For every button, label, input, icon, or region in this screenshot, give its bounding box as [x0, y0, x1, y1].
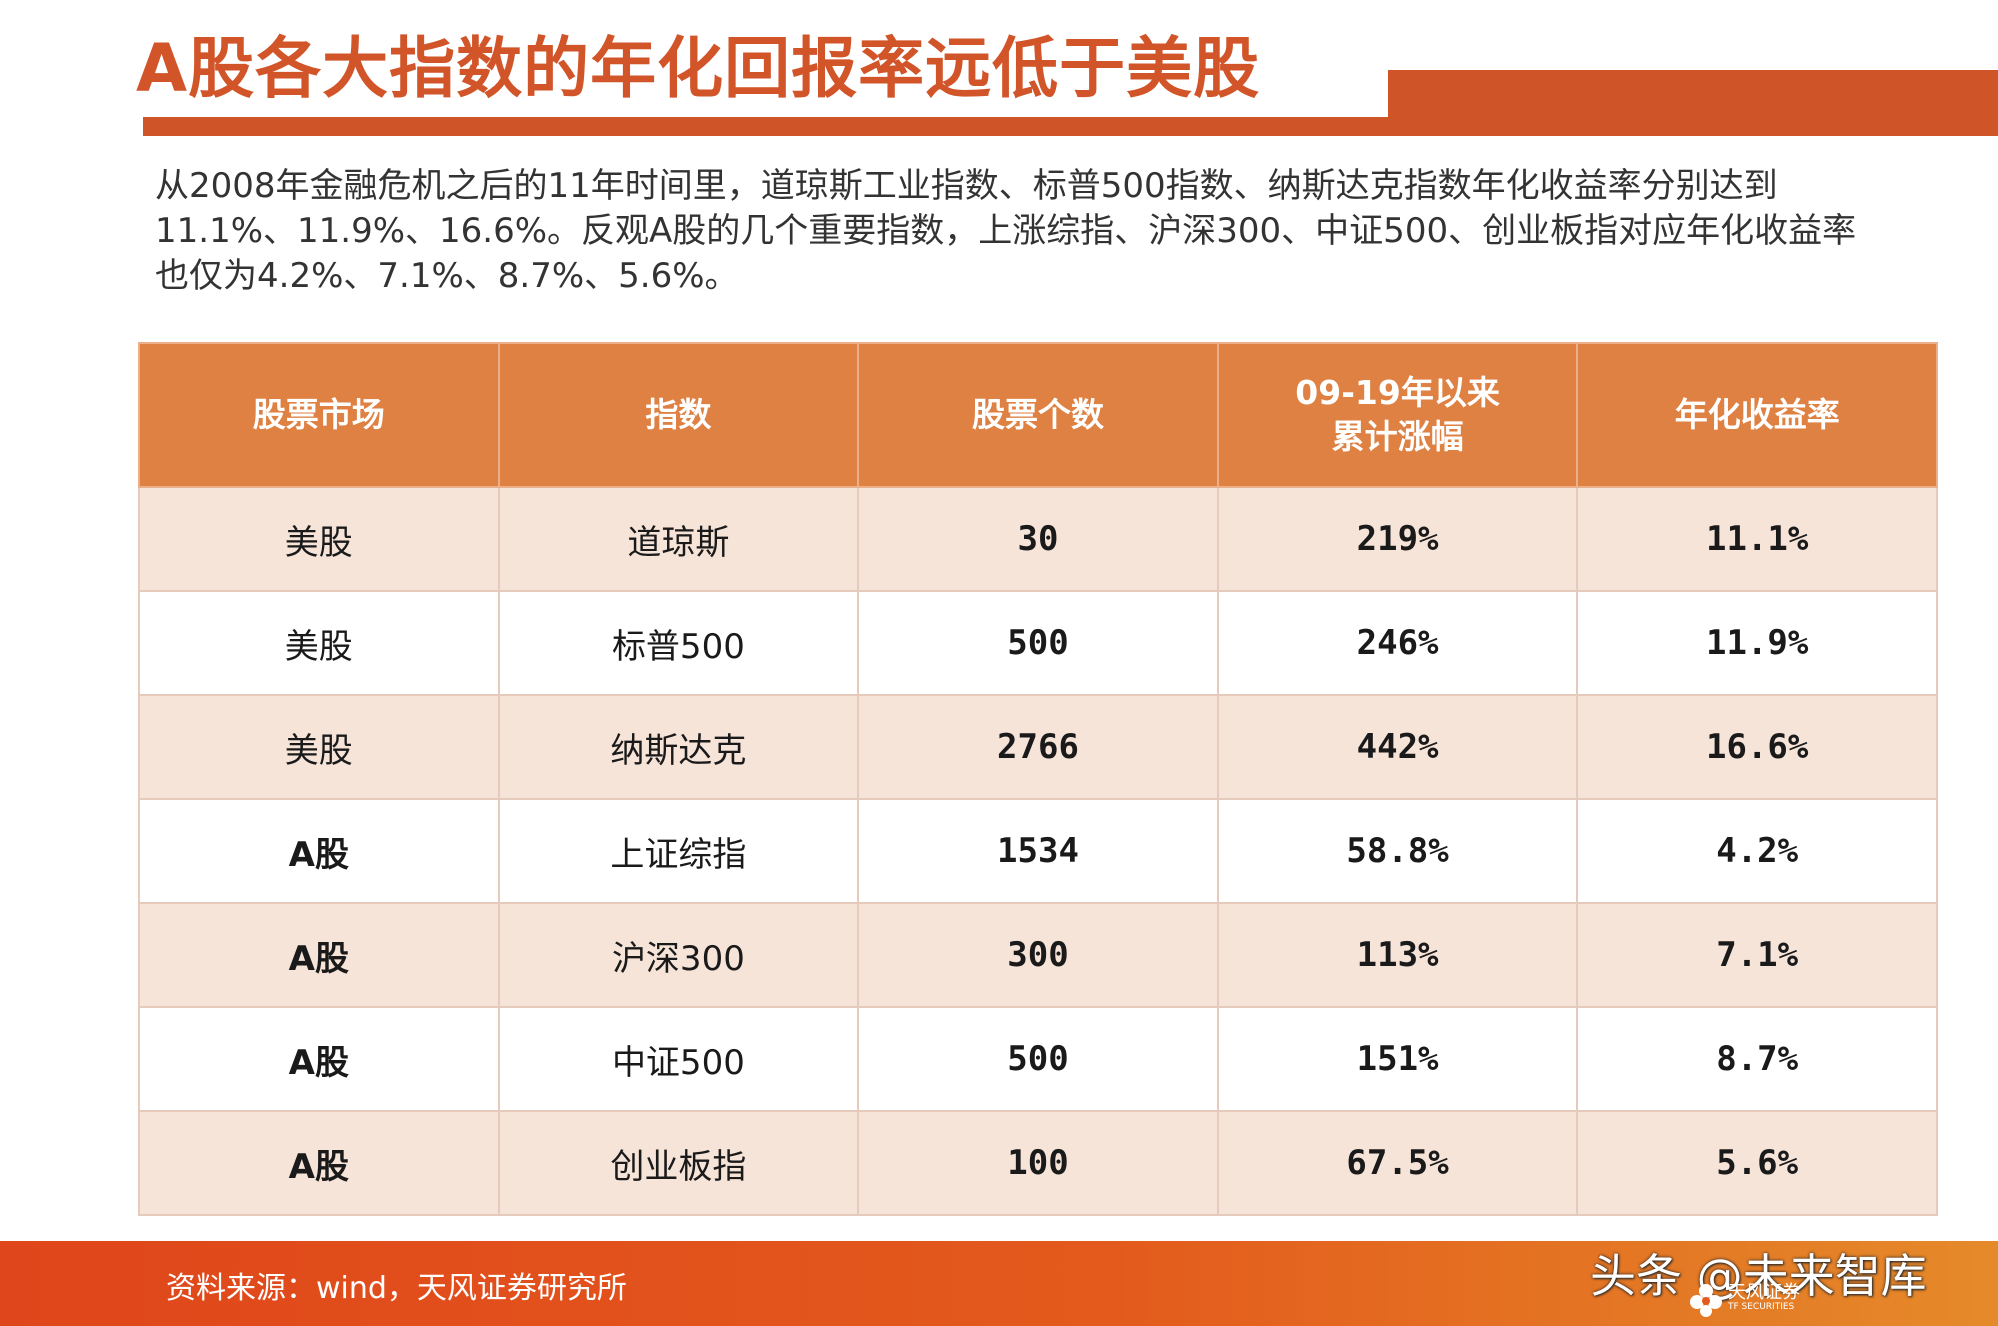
- source-note: 资料来源：wind，天风证券研究所: [166, 1271, 627, 1306]
- cell-market: A股: [138, 1110, 500, 1216]
- header-cumulative: 09-19年以来 累计涨幅: [1216, 342, 1579, 488]
- cell-market: A股: [138, 902, 500, 1008]
- table-row: 美股 道琼斯 30 219% 11.1%: [138, 486, 1938, 592]
- table-row: A股 沪深300 300 113% 7.1%: [138, 902, 1938, 1008]
- cell-count: 2766: [857, 694, 1219, 800]
- header-index: 指数: [497, 342, 860, 488]
- cell-index: 创业板指: [497, 1110, 860, 1216]
- cell-market: A股: [138, 798, 500, 904]
- table-row: 美股 标普500 500 246% 11.9%: [138, 590, 1938, 696]
- cell-count: 100: [857, 1110, 1219, 1216]
- header-count: 股票个数: [857, 342, 1219, 488]
- cell-cumulative: 442%: [1216, 694, 1579, 800]
- cell-count: 500: [857, 1006, 1219, 1112]
- cell-market: 美股: [138, 590, 500, 696]
- flower-logo-icon: [1690, 1284, 1722, 1317]
- table-row: 美股 纳斯达克 2766 442% 16.6%: [138, 694, 1938, 800]
- cell-count: 500: [857, 590, 1219, 696]
- cell-index: 道琼斯: [497, 486, 860, 592]
- table-row: A股 中证500 500 151% 8.7%: [138, 1006, 1938, 1112]
- index-returns-table: 股票市场 指数 股票个数 09-19年以来 累计涨幅 年化收益率 美股 道琼斯 …: [138, 342, 1938, 1216]
- cell-market: A股: [138, 1006, 500, 1112]
- cell-annualized: 5.6%: [1576, 1110, 1938, 1216]
- table-row: A股 创业板指 100 67.5% 5.6%: [138, 1110, 1938, 1216]
- cell-count: 1534: [857, 798, 1219, 904]
- logo-en-text: TF SECURITIES: [1728, 1302, 1795, 1312]
- watermark-text: 头条 @未来智库: [1590, 1249, 1927, 1303]
- cell-cumulative: 219%: [1216, 486, 1579, 592]
- cell-cumulative: 246%: [1216, 590, 1579, 696]
- cell-cumulative: 58.8%: [1216, 798, 1579, 904]
- title-underline: [143, 117, 1388, 136]
- page-title: A股各大指数的年化回报率远低于美股: [136, 30, 1261, 107]
- tf-securities-logo: 天风证券 TF SECURITIES: [1688, 1276, 1838, 1320]
- cell-annualized: 11.1%: [1576, 486, 1938, 592]
- cell-market: 美股: [138, 694, 500, 800]
- cell-index: 上证综指: [497, 798, 860, 904]
- cell-index: 沪深300: [497, 902, 860, 1008]
- cell-cumulative: 113%: [1216, 902, 1579, 1008]
- header-market: 股票市场: [138, 342, 500, 488]
- title-accent-block: [1388, 70, 1998, 136]
- intro-paragraph: 从2008年金融危机之后的11年时间里，道琼斯工业指数、标普500指数、纳斯达克…: [155, 164, 1915, 299]
- cell-annualized: 11.9%: [1576, 590, 1938, 696]
- intro-line: 从2008年金融危机之后的11年时间里，道琼斯工业指数、标普500指数、纳斯达克…: [155, 166, 1778, 206]
- cell-index: 中证500: [497, 1006, 860, 1112]
- cell-count: 30: [857, 486, 1219, 592]
- intro-line: 11.1%、11.9%、16.6%。反观A股的几个重要指数，上涨综指、沪深300…: [155, 211, 1857, 251]
- cell-index: 纳斯达克: [497, 694, 860, 800]
- logo-cn-text: 天风证券: [1728, 1282, 1800, 1303]
- header-annualized: 年化收益率: [1576, 342, 1938, 488]
- table-header-row: 股票市场 指数 股票个数 09-19年以来 累计涨幅 年化收益率: [138, 342, 1938, 488]
- cell-annualized: 16.6%: [1576, 694, 1938, 800]
- cell-market: 美股: [138, 486, 500, 592]
- intro-line: 也仅为4.2%、7.1%、8.7%、5.6%。: [155, 256, 739, 296]
- cell-annualized: 4.2%: [1576, 798, 1938, 904]
- table-row: A股 上证综指 1534 58.8% 4.2%: [138, 798, 1938, 904]
- cell-count: 300: [857, 902, 1219, 1008]
- cell-annualized: 7.1%: [1576, 902, 1938, 1008]
- cell-cumulative: 151%: [1216, 1006, 1579, 1112]
- cell-annualized: 8.7%: [1576, 1006, 1938, 1112]
- cell-index: 标普500: [497, 590, 860, 696]
- footer-bar: [0, 1241, 1998, 1326]
- cell-cumulative: 67.5%: [1216, 1110, 1579, 1216]
